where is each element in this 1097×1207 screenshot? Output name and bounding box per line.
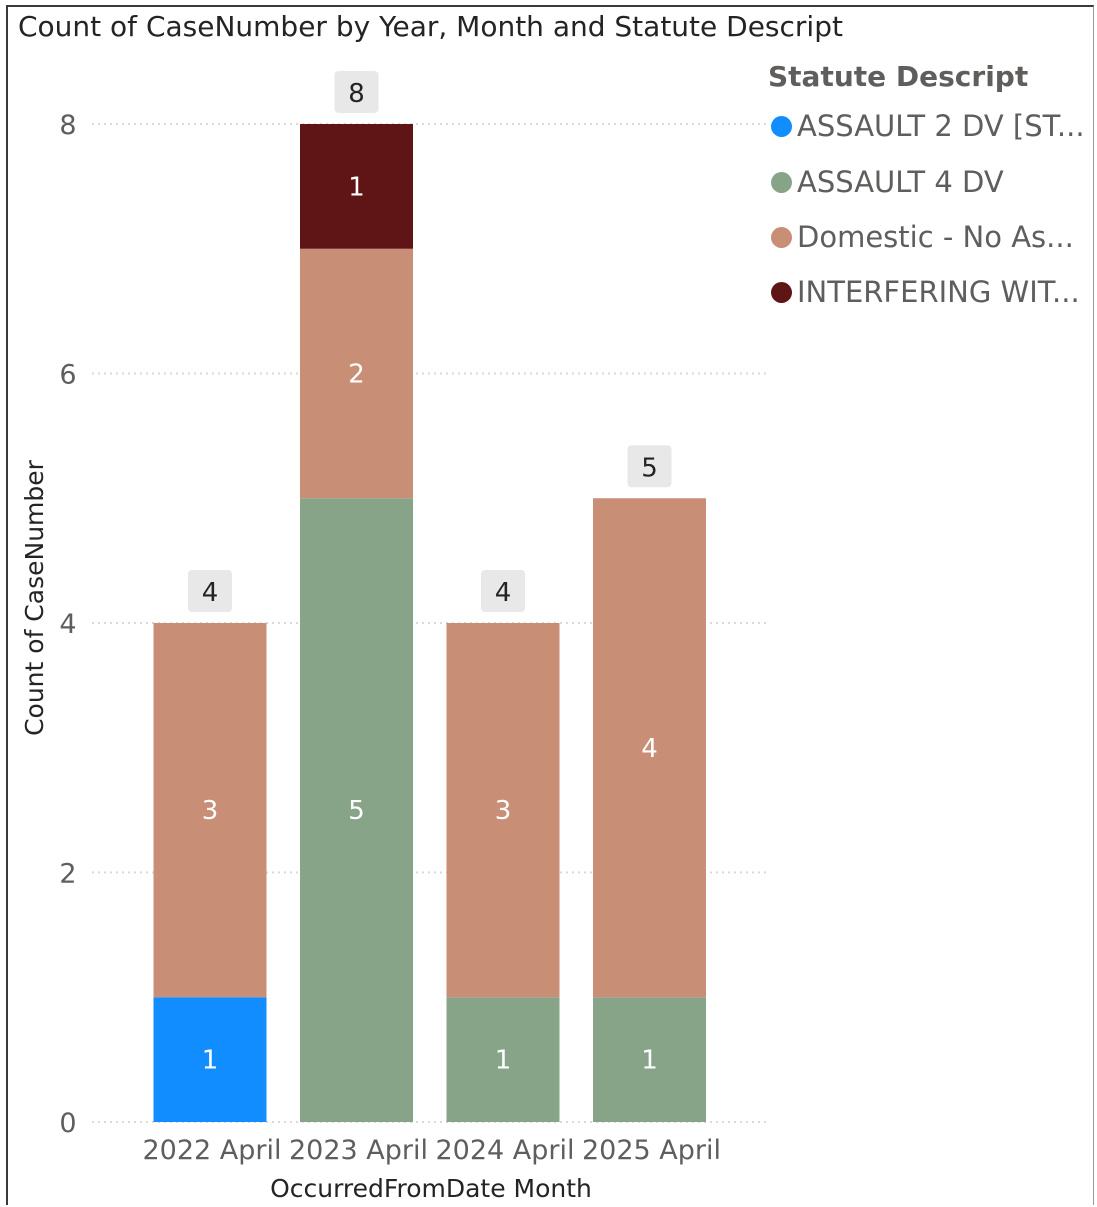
bar-segment[interactable] [593, 997, 706, 1122]
total-label: 8 [348, 79, 365, 109]
legend-dot-icon [771, 226, 792, 248]
bar-segment[interactable] [300, 498, 413, 1122]
total-label-bg [481, 570, 525, 612]
legend-item-assault-4-dv[interactable]: ASSAULT 4 DV [771, 165, 1004, 199]
bar-segment[interactable] [446, 623, 560, 998]
bar-segment[interactable] [153, 997, 267, 1122]
bar-segment[interactable] [300, 124, 413, 249]
total-label: 4 [495, 578, 512, 608]
total-label: 5 [641, 453, 658, 483]
total-label: 4 [202, 578, 219, 608]
x-tick-label: 2025 April [582, 1135, 721, 1166]
bar-stacks: 1 3 4 5 2 1 8 1 3 4 1 4 5 [153, 71, 706, 1122]
data-label: 1 [495, 1046, 512, 1076]
data-label: 1 [202, 1046, 219, 1076]
bar-segment[interactable] [300, 248, 413, 499]
y-tick-label: 4 [59, 609, 76, 640]
total-label-bg [188, 570, 232, 612]
chart-title: Count of CaseNumber by Year, Month and S… [18, 10, 843, 43]
x-tick-label: 2023 April [289, 1135, 428, 1166]
data-label: 3 [202, 796, 219, 826]
x-tick-label: 2024 April [435, 1135, 574, 1166]
bar-stack[interactable]: 1 3 4 [153, 570, 267, 1122]
y-tick-label: 8 [59, 110, 76, 141]
legend-label: ASSAULT 2 DV [ST... [797, 109, 1085, 143]
bar-stack[interactable]: 1 4 5 [593, 445, 706, 1122]
x-tick-label: 2022 April [142, 1135, 281, 1166]
data-label: 2 [348, 360, 365, 390]
total-label-bg [627, 445, 672, 488]
x-axis-title: OccurredFromDate Month [270, 1174, 592, 1203]
legend-item-domestic[interactable]: Domestic - No As... [771, 220, 1074, 254]
data-label: 1 [348, 172, 365, 202]
legend-item-assault-2-dv[interactable]: ASSAULT 2 DV [ST... [771, 109, 1085, 143]
y-axis-ticks: 0 2 4 6 8 [59, 110, 76, 1139]
legend-label: INTERFERING WIT... [797, 275, 1080, 309]
bar-segment[interactable] [593, 498, 706, 998]
data-label: 5 [348, 796, 365, 826]
legend-dot-icon [771, 115, 792, 137]
legend-dot-icon [771, 171, 792, 193]
bar-segment[interactable] [446, 997, 560, 1122]
legend-item-interfering[interactable]: INTERFERING WIT... [771, 275, 1080, 309]
legend-label: ASSAULT 4 DV [797, 165, 1004, 199]
bar-stack[interactable]: 5 2 1 8 [300, 71, 413, 1122]
y-tick-label: 2 [59, 859, 76, 890]
data-label: 1 [641, 1046, 658, 1076]
total-label-bg [334, 71, 379, 113]
legend-label: Domestic - No As... [797, 220, 1074, 254]
y-axis-title: Count of CaseNumber [20, 459, 49, 736]
legend-dot-icon [771, 281, 792, 303]
x-axis-ticks: 2022 April 2023 April 2024 April 2025 April [142, 1135, 721, 1166]
y-tick-label: 0 [59, 1108, 76, 1139]
data-label: 4 [641, 734, 658, 764]
bar-segment[interactable] [153, 623, 267, 998]
y-tick-label: 6 [59, 360, 76, 391]
data-label: 3 [495, 796, 512, 826]
legend-title: Statute Descript [768, 60, 1029, 93]
bar-stack[interactable]: 1 3 4 [446, 570, 560, 1122]
